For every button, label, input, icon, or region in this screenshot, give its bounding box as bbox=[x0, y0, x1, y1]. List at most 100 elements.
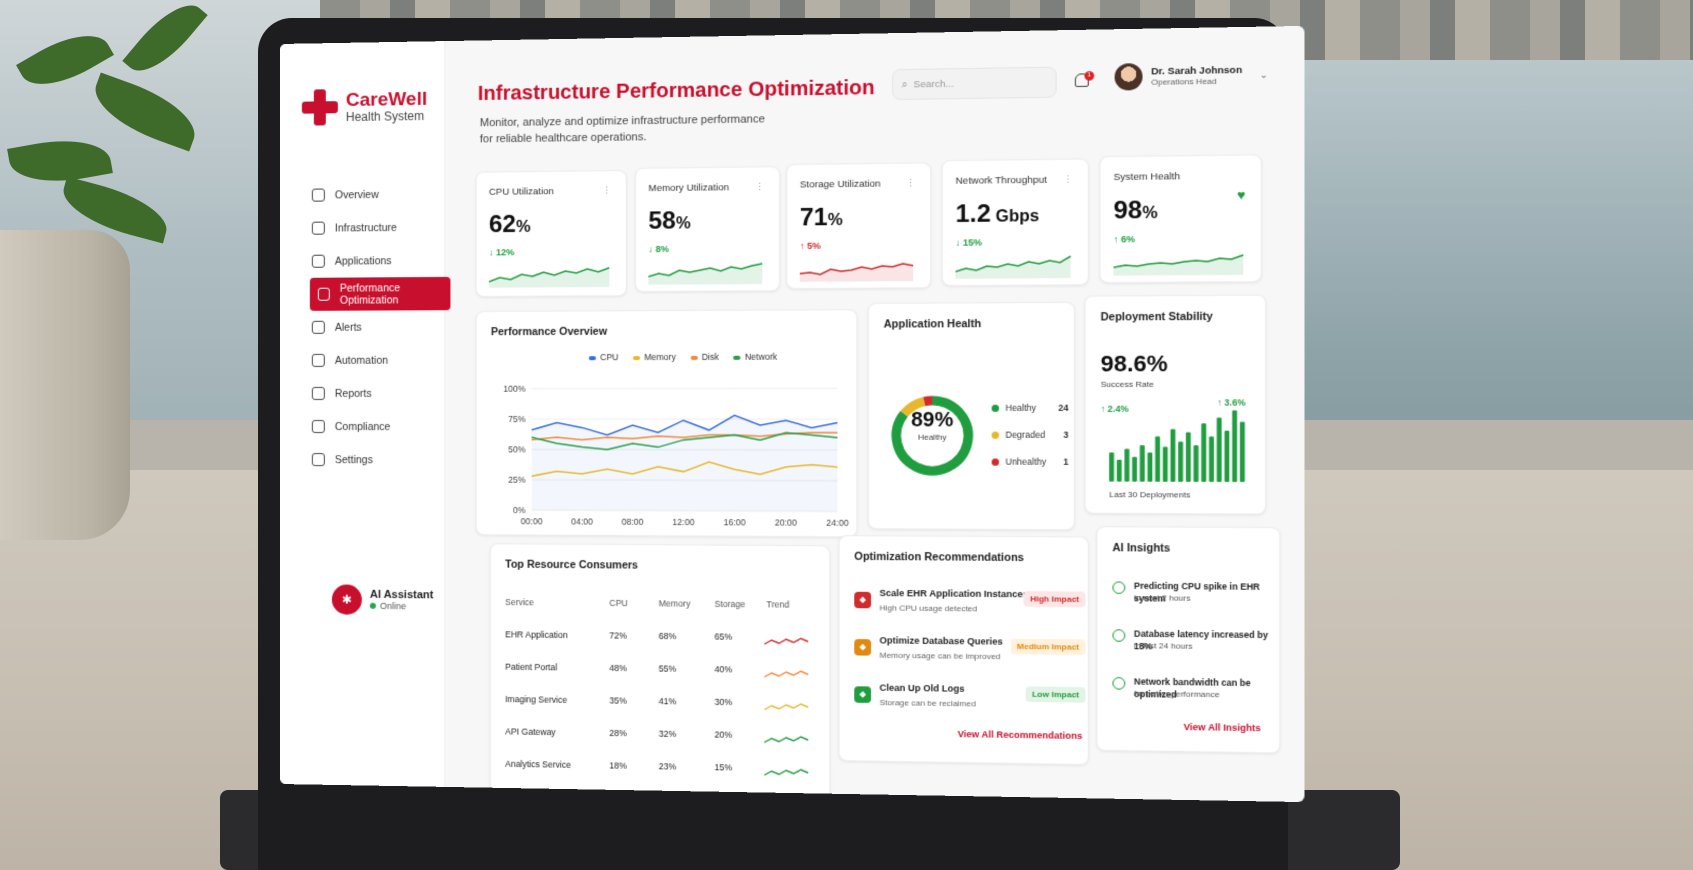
notification-badge: 1 bbox=[1085, 71, 1095, 80]
deployment-bar bbox=[1224, 431, 1229, 482]
y-tick-label: 50% bbox=[508, 444, 526, 454]
recommendation-subtitle: High CPU usage detected bbox=[879, 603, 977, 613]
kpi-label: Memory Utilization bbox=[648, 182, 729, 194]
deployment-bar bbox=[1171, 429, 1176, 482]
search-placeholder: Search... bbox=[914, 78, 954, 90]
kpi-unit: % bbox=[516, 219, 530, 236]
y-tick-label: 75% bbox=[508, 414, 526, 424]
recommendation-icon: ◆ bbox=[854, 592, 871, 609]
status-dot-icon bbox=[992, 404, 999, 411]
medical-cross-icon bbox=[302, 89, 338, 126]
x-tick-label: 20:00 bbox=[775, 517, 797, 527]
trend-sparkline bbox=[764, 638, 808, 645]
kpi-sparkline bbox=[956, 253, 1077, 279]
user-role: Operations Head bbox=[1151, 76, 1242, 87]
kpi-number: 62 bbox=[489, 211, 516, 239]
health-status-count: 24 bbox=[1058, 403, 1068, 413]
user-menu[interactable]: Dr. Sarah Johnson Operations Head ⌄ bbox=[1115, 61, 1268, 91]
kpi-number: 58 bbox=[648, 207, 676, 235]
deployment-bar bbox=[1201, 423, 1206, 481]
kpi-delta: ↓ 12% bbox=[489, 247, 514, 257]
notifications-button[interactable]: 1 bbox=[1074, 71, 1091, 90]
view-all-insights-link[interactable]: View All Insights bbox=[1184, 722, 1261, 734]
kpi-card[interactable]: System Health 98% ↑ 6% ♥ bbox=[1100, 154, 1262, 283]
recommendation-item[interactable]: ◆ Scale EHR Application Instances High CPU… bbox=[854, 586, 1077, 633]
kpi-number: 1.2 bbox=[956, 200, 991, 228]
kpi-value: 71% bbox=[800, 203, 843, 232]
kpi-card[interactable]: Network Throughput 1.2 Gbps ↓ 15% ⋮ bbox=[942, 158, 1089, 286]
page-subtitle: Monitor, analyze and optimize infrastruc… bbox=[480, 111, 768, 147]
trend-sparklines bbox=[491, 544, 831, 802]
deployment-bar bbox=[1132, 457, 1137, 482]
info-icon: ⋮ bbox=[1063, 174, 1073, 186]
main-content: Infrastructure Performance Optimization … bbox=[445, 26, 1304, 802]
search-icon: ⌕ bbox=[902, 79, 908, 90]
kpi-value: 62% bbox=[489, 211, 531, 240]
sidebar-item-overview[interactable]: Overview bbox=[310, 177, 451, 212]
performance-chart: 100% 75% 50% 25% 0%00:00 04:00 08:00 12:00 16:00… bbox=[477, 310, 859, 538]
insight-item[interactable]: Predicting CPU spike in EHR system in nex… bbox=[1112, 579, 1274, 580]
kpi-sparkline bbox=[489, 263, 616, 288]
kpi-card[interactable]: Storage Utilization 71% ↑ 5% ⋮ bbox=[786, 162, 931, 289]
x-tick-label: 24:00 bbox=[826, 518, 849, 528]
insight-item[interactable]: Database latency increased by 18% in last… bbox=[1112, 627, 1274, 629]
home-icon bbox=[312, 189, 325, 202]
deployment-bar bbox=[1178, 442, 1183, 482]
kpi-number: 71 bbox=[800, 204, 828, 232]
health-status-count: 3 bbox=[1063, 430, 1068, 440]
info-icon: ⋮ bbox=[602, 185, 611, 196]
x-tick-label: 16:00 bbox=[724, 517, 746, 527]
recommendation-icon: ◆ bbox=[854, 639, 871, 656]
recommendation-subtitle: Memory usage can be improved bbox=[879, 651, 1000, 662]
deployment-bar bbox=[1232, 410, 1237, 482]
kpi-value: 98% bbox=[1114, 196, 1158, 226]
deployment-bar bbox=[1217, 418, 1222, 482]
search-input[interactable]: ⌕ Search... bbox=[892, 67, 1057, 101]
ai-assistant-status: Online bbox=[370, 601, 434, 612]
sidebar-item-label: Applications bbox=[335, 255, 392, 267]
sidebar-item-label: Automation bbox=[335, 354, 388, 366]
health-legend-row: Degraded 3 bbox=[992, 430, 1069, 440]
sidebar-item-performance-optimization[interactable]: Performance Optimization bbox=[310, 277, 451, 311]
kpi-card[interactable]: CPU Utilization 62% ↓ 12% ⋮ bbox=[476, 170, 627, 297]
insight-item[interactable]: Network bandwidth can be optimized for be… bbox=[1112, 675, 1274, 677]
impact-badge: Low Impact bbox=[1026, 686, 1086, 702]
sidebar-item-reports[interactable]: Reports bbox=[310, 377, 451, 410]
sidebar-item-label: Reports bbox=[335, 387, 372, 399]
ai-assistant[interactable]: ✱ AI Assistant Online ⌄ bbox=[332, 584, 434, 615]
sidebar-item-automation[interactable]: Automation bbox=[310, 343, 451, 377]
page-title: Infrastructure Performance Optimization bbox=[478, 77, 875, 106]
sidebar-item-label: Settings bbox=[335, 454, 373, 466]
view-all-recommendations-link[interactable]: View All Recommendations bbox=[958, 729, 1083, 741]
brand-name: CareWell bbox=[346, 89, 427, 109]
sidebar-item-applications[interactable]: Applications bbox=[310, 244, 451, 278]
info-icon: ⋮ bbox=[755, 182, 764, 193]
recommendation-item[interactable]: ◆ Optimize Database Queries Memory usage c… bbox=[854, 633, 1077, 681]
recommendation-item[interactable]: ◆ Clean Up Old Logs Storage can be reclaim… bbox=[854, 680, 1077, 728]
kpi-card[interactable]: Memory Utilization 58% ↓ 8% ⋮ bbox=[635, 166, 780, 292]
kpi-number: 98 bbox=[1114, 196, 1143, 224]
trend-sparkline bbox=[764, 671, 808, 678]
status-dot-icon bbox=[992, 431, 999, 438]
sidebar-item-label: Performance Optimization bbox=[340, 281, 451, 306]
kpi-label: Network Throughput bbox=[956, 175, 1047, 187]
deployment-bar bbox=[1209, 437, 1214, 482]
sidebar-item-alerts[interactable]: Alerts bbox=[310, 310, 451, 344]
sidebar-item-infrastructure[interactable]: Infrastructure bbox=[310, 210, 451, 244]
deployment-bar-chart bbox=[1086, 296, 1268, 516]
kpi-delta: ↑ 6% bbox=[1114, 234, 1136, 245]
brand-logo[interactable]: CareWell Health System bbox=[302, 88, 427, 126]
bell-icon bbox=[312, 321, 325, 334]
apps-icon bbox=[312, 255, 325, 268]
kpi-label: CPU Utilization bbox=[489, 186, 554, 198]
trend-sparkline bbox=[764, 736, 808, 743]
heart-icon: ♥ bbox=[1237, 187, 1245, 203]
health-status-label: Unhealthy bbox=[1005, 456, 1046, 466]
ai-status-text: Online bbox=[380, 601, 406, 611]
sidebar-item-settings[interactable]: Settings bbox=[310, 443, 451, 476]
chevron-down-icon: ⌄ bbox=[1260, 69, 1268, 81]
deployment-bar bbox=[1163, 447, 1168, 482]
sidebar-item-compliance[interactable]: Compliance bbox=[310, 410, 451, 443]
recommendation-list: ◆ Scale EHR Application Instances High CPU… bbox=[840, 536, 1088, 537]
